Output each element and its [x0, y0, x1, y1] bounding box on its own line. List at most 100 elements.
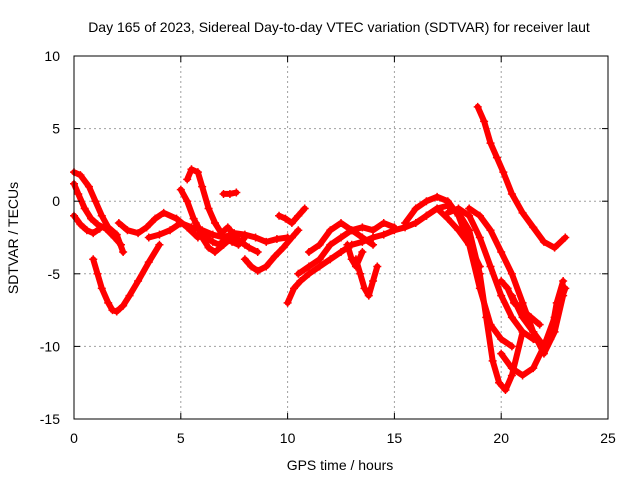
series-arc-q	[343, 240, 367, 271]
data-point-plus	[492, 153, 501, 162]
data-point-plus	[488, 356, 497, 365]
data-point-plus	[89, 229, 98, 238]
data-point-plus	[433, 204, 442, 213]
data-point-plus	[465, 204, 474, 213]
data-point-plus	[518, 298, 527, 307]
data-point-plus	[358, 223, 367, 232]
data-point-plus	[95, 224, 104, 233]
data-point-plus	[552, 298, 561, 307]
data-point-plus	[411, 218, 420, 227]
chart-title: Day 165 of 2023, Sidereal Day-to-day VTE…	[88, 19, 590, 35]
data-point-plus	[187, 165, 196, 174]
plot-frame	[73, 55, 609, 420]
data-point-plus	[486, 262, 495, 271]
data-point-plus	[84, 182, 93, 191]
data-point-plus	[93, 269, 102, 278]
series-arc-z	[497, 277, 544, 329]
data-point-plus	[89, 255, 98, 264]
x-tick-label: 0	[70, 430, 78, 446]
data-point-plus	[80, 204, 89, 213]
x-tick-label: 25	[600, 430, 616, 446]
data-point-plus	[499, 168, 508, 177]
data-point-plus	[475, 269, 484, 278]
data-point-plus	[315, 240, 324, 249]
y-tick-label: 10	[44, 48, 60, 64]
data-point-plus	[527, 313, 536, 322]
y-axis-title: SDTVAR / TECUs	[5, 182, 21, 294]
data-point-plus	[379, 218, 388, 227]
series-line	[295, 227, 376, 277]
series-arc-w	[473, 102, 570, 252]
data-point-plus	[482, 313, 491, 322]
data-point-plus	[151, 214, 160, 223]
data-point-plus	[475, 211, 484, 220]
series-line	[284, 234, 376, 306]
data-point-plus	[443, 208, 452, 217]
x-tick-label: 10	[280, 430, 296, 446]
data-point-plus	[356, 269, 365, 278]
data-point-plus	[223, 223, 232, 232]
data-point-plus	[225, 189, 234, 198]
x-tick-label: 20	[493, 430, 509, 446]
series-arc-m	[283, 233, 378, 307]
data-point-plus	[176, 185, 185, 194]
data-point-plus	[155, 240, 164, 249]
data-point-plus	[183, 175, 192, 184]
data-point-plus	[475, 233, 484, 242]
data-point-plus	[497, 277, 506, 286]
data-point-plus	[125, 291, 134, 300]
data-point-plus	[550, 243, 559, 252]
data-point-plus	[529, 223, 538, 232]
data-point-plus	[401, 218, 410, 227]
series-line	[90, 241, 163, 315]
data-point-plus	[369, 233, 378, 242]
data-point-plus	[155, 230, 164, 239]
series-line	[498, 278, 543, 328]
data-point-plus	[360, 284, 369, 293]
data-point-plus	[518, 313, 527, 322]
data-point-plus	[347, 255, 356, 264]
data-point-plus	[503, 284, 512, 293]
data-point-plus	[232, 188, 241, 197]
data-point-plus	[507, 269, 516, 278]
data-point-plus	[315, 262, 324, 271]
data-point-plus	[501, 385, 510, 394]
data-point-plus	[208, 230, 217, 239]
data-point-plus	[240, 233, 249, 242]
series-line	[71, 180, 124, 248]
data-point-plus	[290, 284, 299, 293]
data-point-plus	[369, 226, 378, 235]
data-point-plus	[198, 182, 207, 191]
data-point-plus	[529, 364, 538, 373]
data-point-plus	[539, 237, 548, 246]
data-point-plus	[82, 226, 91, 235]
data-point-plus	[228, 233, 237, 242]
data-point-plus	[270, 252, 279, 261]
y-tick-label: -10	[40, 338, 60, 354]
data-point-plus	[507, 364, 516, 373]
data-point-plus	[176, 218, 185, 227]
data-point-plus	[486, 139, 495, 148]
data-point-plus	[507, 313, 516, 322]
data-point-plus	[191, 218, 200, 227]
data-point-plus	[539, 342, 548, 351]
y-tick-label: -15	[40, 411, 60, 427]
data-point-plus	[210, 248, 219, 257]
data-point-plus	[74, 189, 83, 198]
data-point-plus	[116, 240, 125, 249]
data-point-plus	[422, 197, 431, 206]
data-point-plus	[364, 291, 373, 300]
data-point-plus	[91, 197, 100, 206]
data-point-plus	[210, 218, 219, 227]
data-point-plus	[236, 237, 245, 246]
data-traces	[70, 102, 570, 394]
data-point-plus	[347, 226, 356, 235]
data-point-plus	[300, 204, 309, 213]
data-point-plus	[123, 226, 132, 235]
data-point-plus	[507, 342, 516, 351]
data-point-plus	[119, 301, 128, 310]
data-point-plus	[253, 248, 262, 257]
data-point-plus	[315, 255, 324, 264]
x-tick-label: 15	[387, 430, 403, 446]
data-point-plus	[561, 233, 570, 242]
